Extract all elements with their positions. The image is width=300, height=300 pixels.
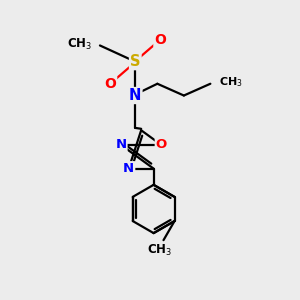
Text: N: N <box>129 88 142 103</box>
Text: N: N <box>116 138 127 152</box>
Text: O: O <box>156 138 167 152</box>
Text: O: O <box>104 77 116 91</box>
Text: CH$_3$: CH$_3$ <box>146 242 172 258</box>
Text: O: O <box>154 33 166 46</box>
Text: CH$_3$: CH$_3$ <box>219 75 243 89</box>
Text: S: S <box>130 54 140 69</box>
Text: N: N <box>123 162 134 175</box>
Text: CH$_3$: CH$_3$ <box>68 36 93 52</box>
